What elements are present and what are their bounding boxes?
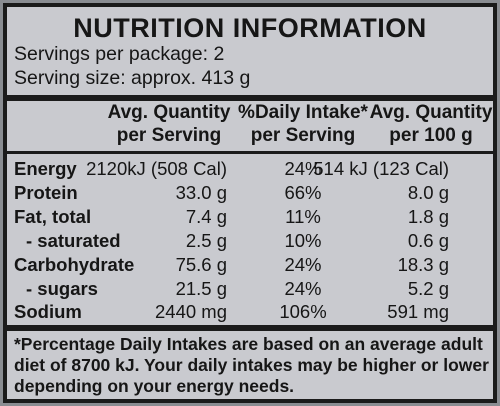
daily-intake-value: 24%: [284, 254, 322, 275]
row-saturated: - saturated 2.5 g 10% 0.6 g: [7, 230, 493, 254]
row-fat-total: Fat, total 7.4 g 11% 1.8 g: [7, 206, 493, 230]
per-serving-value: 2440 mg: [155, 301, 227, 322]
header-daily-intake-line1: %Daily Intake*: [238, 102, 368, 123]
footnote: *Percentage Daily Intakes are based on a…: [14, 334, 490, 397]
divider-header: [7, 151, 493, 154]
per-100g-value: 5.2 g: [407, 278, 449, 299]
header-daily-intake-line2: per Serving: [250, 125, 356, 146]
row-protein: Protein 33.0 g 66% 8.0 g: [7, 182, 493, 206]
header-per-serving: Avg. Quantity per Serving: [103, 101, 235, 147]
per-serving-value: 7.4 g: [185, 206, 227, 227]
nutrition-panel: NUTRITION INFORMATION Servings per packa…: [3, 3, 497, 403]
footnote-line: depending on your energy needs.: [14, 376, 295, 396]
per-serving-value: 33.0 g: [175, 182, 227, 203]
serving-size: Serving size: approx. 413 g: [14, 67, 251, 89]
per-100g-value: 591 mg: [387, 301, 449, 322]
per-100g-value: 1.8 g: [407, 206, 449, 227]
daily-intake-value: 106%: [279, 301, 327, 322]
header-per-serving-line2: per Serving: [116, 125, 222, 146]
header-per-serving-line1: Avg. Quantity: [107, 102, 231, 123]
daily-intake-value: 66%: [284, 182, 322, 203]
per-100g-value: 514 kJ (123 Cal): [313, 158, 449, 179]
footnote-line: diet of 8700 kJ. Your daily intakes may …: [14, 355, 489, 375]
divider-top: [7, 95, 493, 101]
servings-per-package: Servings per package: 2: [14, 43, 225, 65]
header-per-100g-line2: per 100 g: [389, 125, 473, 146]
per-serving-value: 21.5 g: [175, 278, 227, 299]
header-per-100g: Avg. Quantity per 100 g: [369, 101, 493, 147]
row-energy: Energy 2120kJ (508 Cal) 24% 514 kJ (123 …: [7, 158, 493, 182]
header-daily-intake: %Daily Intake* per Serving: [235, 101, 371, 147]
row-carbohydrate: Carbohydrate 75.6 g 24% 18.3 g: [7, 254, 493, 278]
per-serving-value: 2120kJ (508 Cal): [86, 158, 227, 179]
header-per-100g-line1: Avg. Quantity: [369, 102, 493, 123]
per-100g-value: 18.3 g: [397, 254, 449, 275]
panel-title: NUTRITION INFORMATION: [73, 13, 427, 43]
per-serving-value: 75.6 g: [175, 254, 227, 275]
row-sugars: - sugars 21.5 g 24% 5.2 g: [7, 278, 493, 302]
row-label: - sugars: [26, 278, 98, 299]
row-sodium: Sodium 2440 mg 106% 591 mg: [7, 301, 493, 325]
daily-intake-value: 24%: [284, 278, 322, 299]
daily-intake-value: 10%: [284, 230, 322, 251]
row-label: Carbohydrate: [14, 254, 135, 275]
row-label: Protein: [14, 182, 78, 203]
per-serving-value: 2.5 g: [185, 230, 227, 251]
footnote-line: *Percentage Daily Intakes are based on a…: [14, 334, 483, 354]
per-100g-value: 8.0 g: [407, 182, 449, 203]
divider-bottom: [7, 325, 493, 331]
row-label: Energy: [14, 158, 77, 179]
row-label: - saturated: [26, 230, 121, 251]
row-label: Sodium: [14, 301, 82, 322]
per-100g-value: 0.6 g: [407, 230, 449, 251]
row-label: Fat, total: [14, 206, 92, 227]
daily-intake-value: 11%: [285, 206, 321, 227]
daily-intake-value: 24%: [284, 158, 322, 179]
